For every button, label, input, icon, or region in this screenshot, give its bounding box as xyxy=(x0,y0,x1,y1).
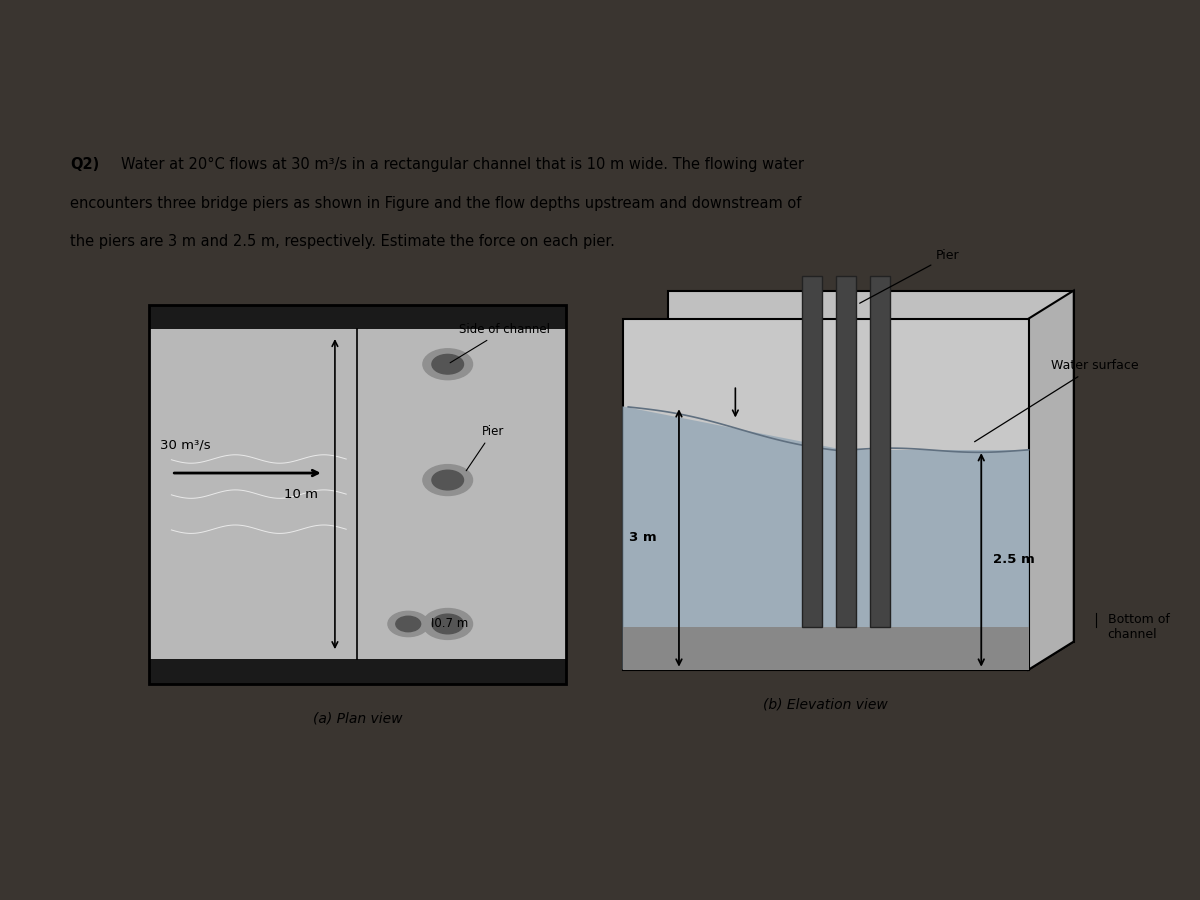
Circle shape xyxy=(422,349,473,380)
Text: 10 m: 10 m xyxy=(284,488,318,500)
Polygon shape xyxy=(846,450,1028,670)
Bar xyxy=(149,304,566,684)
Polygon shape xyxy=(623,642,1074,670)
Polygon shape xyxy=(1028,291,1074,670)
Bar xyxy=(623,627,1028,670)
Text: Water at 20°C flows at 30 m³/s in a rectangular channel that is 10 m wide. The f: Water at 20°C flows at 30 m³/s in a rect… xyxy=(120,158,804,172)
Text: Pier: Pier xyxy=(859,249,960,303)
Text: Q2): Q2) xyxy=(70,158,100,172)
Text: (a) Plan view: (a) Plan view xyxy=(313,712,402,725)
Text: Water surface: Water surface xyxy=(974,359,1139,442)
Polygon shape xyxy=(667,291,1074,642)
Circle shape xyxy=(432,355,463,374)
Circle shape xyxy=(422,464,473,496)
Circle shape xyxy=(432,614,463,634)
Circle shape xyxy=(388,611,428,636)
Bar xyxy=(870,276,890,627)
Bar xyxy=(149,659,566,684)
Bar xyxy=(149,304,566,329)
Text: I0.7 m: I0.7 m xyxy=(431,617,468,631)
Text: Side of channel: Side of channel xyxy=(450,323,550,363)
Polygon shape xyxy=(623,407,846,670)
Text: Bottom of
channel: Bottom of channel xyxy=(1108,614,1170,642)
Text: encounters three bridge piers as shown in Figure and the flow depths upstream an: encounters three bridge piers as shown i… xyxy=(70,196,802,211)
Text: 2.5 m: 2.5 m xyxy=(992,554,1034,566)
Bar xyxy=(835,276,856,627)
Text: 30 m³/s: 30 m³/s xyxy=(160,438,211,452)
Bar xyxy=(149,304,566,684)
Circle shape xyxy=(422,608,473,639)
Bar xyxy=(623,319,1028,670)
Text: (b) Elevation view: (b) Elevation view xyxy=(763,698,888,712)
Circle shape xyxy=(396,616,421,632)
Circle shape xyxy=(432,470,463,490)
Text: Pier: Pier xyxy=(466,425,504,471)
Bar xyxy=(802,276,822,627)
Text: 3 m: 3 m xyxy=(629,532,656,544)
Text: the piers are 3 m and 2.5 m, respectively. Estimate the force on each pier.: the piers are 3 m and 2.5 m, respectivel… xyxy=(70,234,614,249)
